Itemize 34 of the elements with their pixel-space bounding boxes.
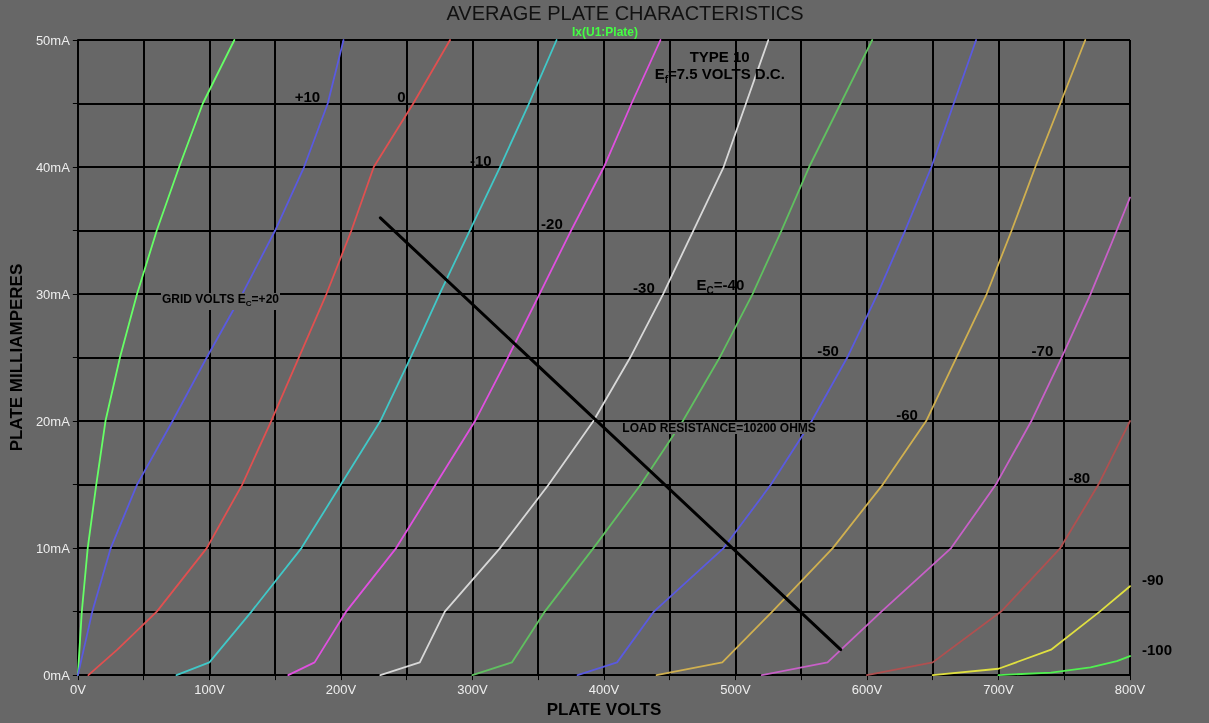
- annotation: 0: [397, 88, 406, 105]
- x-tick-label: 600V: [851, 682, 883, 698]
- x-tick-label: 100V: [194, 682, 225, 698]
- annotation: LOAD RESISTANCE=10200 OHMS: [621, 421, 817, 436]
- annotation: -90: [1142, 570, 1164, 588]
- x-tick-label: 400V: [588, 682, 620, 698]
- annotation: -50: [817, 342, 839, 360]
- x-tick-label: 800V: [1114, 682, 1146, 698]
- annotation: -70: [1031, 342, 1054, 360]
- x-tick-label: 300V: [457, 682, 488, 698]
- annotation: -20: [541, 215, 563, 233]
- x-tick-label: 0V: [69, 682, 87, 698]
- chart-title: AVERAGE PLATE CHARACTERISTICS: [446, 2, 804, 24]
- x-tick-label: 700V: [983, 682, 1014, 698]
- line-series: [866, 420, 1131, 676]
- x-axis-title: PLATE VOLTS: [546, 700, 662, 719]
- y-tick-label: 0mA: [43, 667, 71, 683]
- x-tick-label: 200V: [325, 682, 357, 698]
- y-axis-title: PLATE MILLIAMPERES: [7, 263, 26, 452]
- chart-subtitle: Ix(U1:Plate): [571, 25, 639, 39]
- annotation: +10: [294, 88, 321, 105]
- annotation: -60: [896, 405, 918, 423]
- annotation: -30: [633, 278, 655, 296]
- line-series: [997, 655, 1131, 676]
- x-tick-label: 500V: [720, 682, 751, 698]
- y-tick-label: 50mA: [35, 32, 71, 48]
- y-tick-label: 20mA: [35, 413, 71, 429]
- y-tick-label: 30mA: [35, 286, 71, 302]
- line-series: [931, 585, 1131, 676]
- y-tick-label: 10mA: [35, 540, 71, 556]
- y-tick-label: 40mA: [35, 159, 71, 175]
- annotation: -100: [1142, 640, 1173, 658]
- annotation: GRID VOLTS E$_{C}$=+20: [161, 291, 280, 310]
- annotation: -80: [1068, 469, 1091, 487]
